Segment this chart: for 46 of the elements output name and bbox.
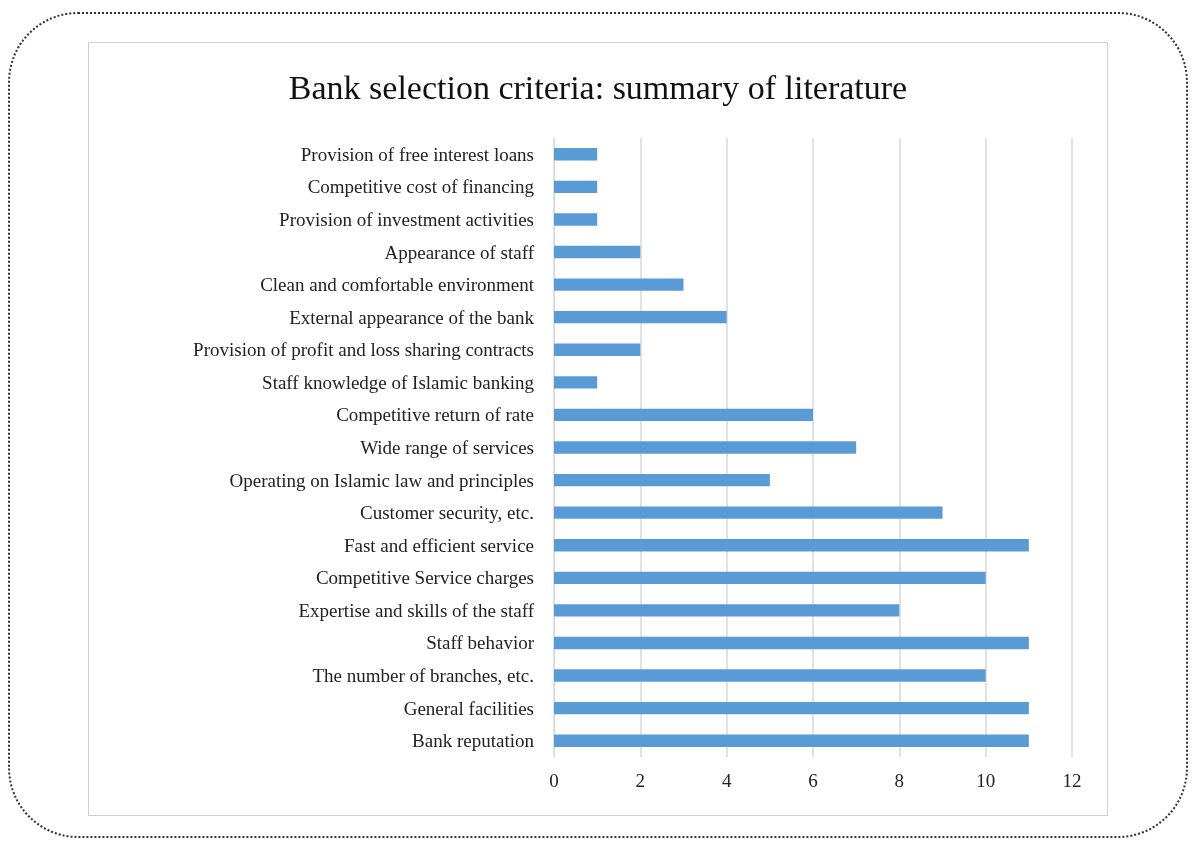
x-tick-label: 2 <box>635 770 646 791</box>
bar <box>554 180 598 194</box>
bar <box>554 441 857 454</box>
x-tick-label: 4 <box>721 770 732 791</box>
bar <box>554 473 770 487</box>
y-tick-label: Bank reputation <box>412 730 535 752</box>
bar <box>554 310 727 324</box>
chart-title: Bank selection criteria: summary of literature <box>288 68 908 106</box>
bar <box>554 734 1029 747</box>
y-tick-label: Clean and comfortable environment <box>260 274 535 296</box>
y-tick-label: Provision of investment activities <box>279 208 534 230</box>
bar <box>554 278 684 291</box>
bar <box>554 701 1029 715</box>
y-tick-label: Appearance of staff <box>384 241 535 263</box>
y-tick-label: Competitive return of rate <box>336 404 534 426</box>
x-tick-label: 8 <box>894 770 905 791</box>
y-tick-label: Expertise and skills of the staff <box>298 599 535 621</box>
bar <box>554 245 641 259</box>
bar <box>554 343 641 356</box>
y-tick-label: Operating on Islamic law and principles <box>229 469 534 491</box>
y-tick-label: Competitive Service charges <box>315 567 534 589</box>
y-tick-label: Competitive cost of financing <box>307 176 535 198</box>
bar <box>554 539 1029 552</box>
x-tick-label: 6 <box>808 770 818 791</box>
bar <box>554 148 598 161</box>
y-tick-label: Provision of free interest loans <box>300 143 534 165</box>
y-tick-label: Fast and efficient service <box>343 534 534 556</box>
bar <box>554 636 1029 650</box>
y-tick-label: Customer security, etc. <box>360 502 534 524</box>
bar <box>554 376 598 389</box>
y-tick-label: Wide range of services <box>360 437 534 458</box>
bar <box>554 604 900 617</box>
y-tick-label: Staff behavior <box>426 632 535 654</box>
bar <box>554 213 598 226</box>
bar <box>554 408 813 422</box>
x-tick-label: 0 <box>549 770 559 791</box>
bar <box>554 571 986 585</box>
x-tick-label: 12 <box>1062 770 1082 791</box>
y-tick-label: Provision of profit and loss sharing contracts <box>193 339 534 361</box>
y-tick-label: External appearance of the bank <box>289 306 535 328</box>
y-tick-label: The number of branches, etc. <box>312 665 534 687</box>
x-tick-label: 10 <box>976 770 996 791</box>
bar <box>554 506 943 519</box>
y-tick-label: General facilities <box>403 697 534 719</box>
bar <box>554 669 986 682</box>
y-tick-label: Staff knowledge of Islamic banking <box>262 371 535 393</box>
